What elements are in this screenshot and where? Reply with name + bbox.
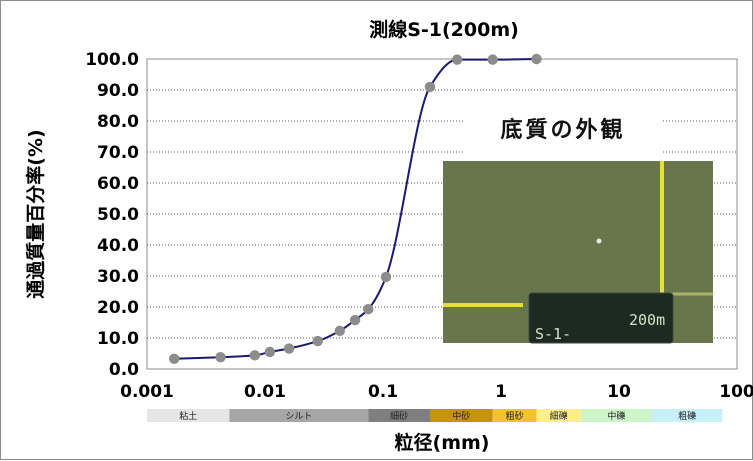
- data-point: [363, 303, 374, 315]
- x-tick-label: 100: [719, 382, 753, 402]
- data-point: [215, 352, 226, 363]
- x-axis-label: 粒径(mm): [395, 431, 490, 454]
- band-segment: [492, 409, 537, 422]
- band-label: 細砂: [390, 410, 408, 422]
- photo-particle: [596, 238, 602, 244]
- y-axis-ticks: 0.0 10.0 20.0 30.0 40.0 50.0 60.0 70.0 80.0 90.0 1…: [85, 50, 139, 380]
- grid-lines: [147, 89, 737, 339]
- y-tick-label: 80.0: [97, 112, 139, 132]
- y-axis-label: 通過質量百分率(%): [24, 129, 47, 298]
- x-tick-label: 1: [495, 382, 507, 402]
- band-label: 中砂: [452, 410, 470, 422]
- band-label: シルト: [285, 412, 312, 422]
- band-segment: [580, 409, 652, 422]
- y-tick-label: 10.0: [97, 329, 139, 349]
- y-tick-label: 70.0: [97, 143, 139, 163]
- x-tick-label: 0.001: [120, 382, 174, 402]
- data-point: [334, 325, 345, 337]
- band-label: 細礫: [550, 410, 568, 422]
- band-segment: [429, 409, 493, 422]
- x-tick-label: 0.01: [244, 382, 286, 402]
- y-tick-label: 30.0: [97, 267, 139, 287]
- band-segment: [651, 409, 723, 422]
- classification-bands: 粘土 シルト 細砂 中砂 粗砂 細礫 中礫 粗礫: [147, 409, 723, 422]
- photo-sign-left: S-1-: [535, 325, 571, 343]
- photo-sign: [528, 292, 674, 344]
- data-point: [487, 54, 498, 65]
- y-tick-label: 40.0: [97, 236, 139, 256]
- data-point: [249, 350, 261, 361]
- data-point: [264, 346, 276, 358]
- y-tick-label: 100.0: [85, 50, 139, 70]
- data-point: [168, 353, 180, 364]
- photo-caption-box: [465, 101, 661, 153]
- photo-sign-right: 200m: [629, 311, 665, 329]
- y-tick-label: 50.0: [97, 205, 139, 225]
- data-point: [312, 335, 323, 347]
- data-point: [349, 314, 361, 326]
- data-points: [168, 53, 542, 364]
- x-tick-label: 0.1: [368, 382, 398, 402]
- y-tick-label: 0.0: [109, 360, 139, 380]
- data-point: [283, 343, 295, 354]
- band-label: 粘土: [179, 410, 197, 422]
- photo-caption: 底質の外観: [500, 117, 625, 143]
- x-axis-ticks: 0.001 0.01 0.1 1 10 100: [120, 382, 753, 402]
- x-tick-label: 10: [607, 382, 631, 402]
- band-segment: [536, 409, 581, 422]
- data-point: [531, 53, 542, 65]
- band-segment: [229, 409, 369, 422]
- y-tick-label: 20.0: [97, 298, 139, 318]
- y-tick-label: 90.0: [97, 81, 139, 101]
- data-point: [380, 271, 392, 283]
- band-label: 粗礫: [678, 410, 696, 422]
- sediment-photo: 底質の外観 S-1- 200m: [443, 101, 713, 344]
- data-point: [424, 81, 436, 93]
- band-label: 粗砂: [506, 410, 524, 422]
- band-segment: [147, 409, 230, 422]
- chart-title: 測線S-1(200m): [369, 18, 519, 41]
- y-tick-label: 60.0: [97, 174, 139, 194]
- data-point: [451, 54, 463, 65]
- band-segment: [368, 409, 430, 422]
- band-label: 中礫: [607, 410, 625, 422]
